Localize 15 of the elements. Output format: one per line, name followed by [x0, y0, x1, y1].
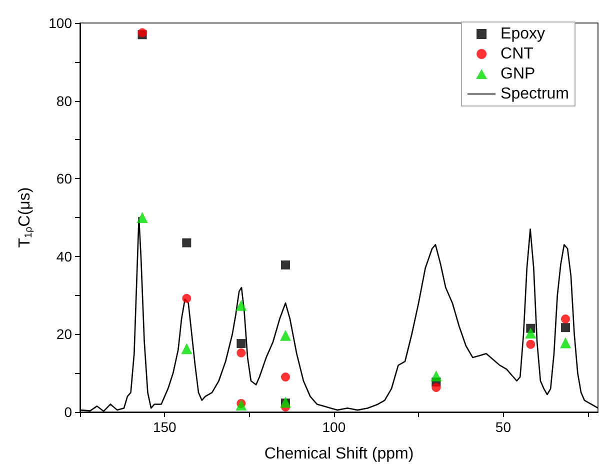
- y-tick-label: 40: [56, 248, 72, 264]
- y-tick-label: 20: [56, 326, 72, 342]
- x-axis-title: Chemical Shift (ppm): [264, 446, 414, 462]
- y-tick-label: 0: [64, 404, 72, 420]
- x-tick-label: 150: [152, 419, 177, 435]
- legend-label: CNT: [500, 46, 534, 62]
- y-tick-label: 100: [48, 15, 72, 31]
- y-tick-label: 60: [56, 170, 72, 187]
- legend-label: Spectrum: [500, 86, 569, 102]
- x-tick-label: 50: [495, 419, 512, 435]
- legend-label: Epoxy: [500, 26, 545, 42]
- y-axis-title: T1ρC(μs): [16, 187, 34, 248]
- y-tick-label: 80: [56, 92, 72, 109]
- x-tick-label: 100: [322, 419, 346, 435]
- legend-label: GNP: [500, 66, 536, 82]
